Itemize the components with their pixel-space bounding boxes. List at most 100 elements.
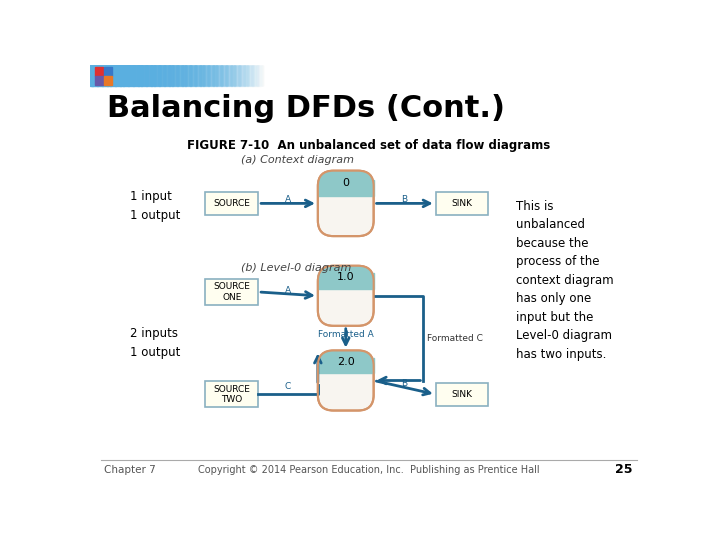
Text: SOURCE
ONE: SOURCE ONE xyxy=(213,282,251,302)
Bar xyxy=(275,65,276,86)
Bar xyxy=(195,65,196,86)
Bar xyxy=(320,65,321,86)
FancyBboxPatch shape xyxy=(318,350,374,410)
Bar xyxy=(179,65,180,86)
Bar xyxy=(272,65,273,86)
Bar xyxy=(335,65,336,86)
Bar xyxy=(110,65,111,86)
Bar xyxy=(200,65,201,86)
Bar xyxy=(210,65,211,86)
Bar xyxy=(315,65,317,86)
Text: 2.0: 2.0 xyxy=(337,357,355,367)
Bar xyxy=(289,65,290,86)
Bar xyxy=(262,65,263,86)
Bar xyxy=(159,65,161,86)
Bar xyxy=(130,65,131,86)
Bar xyxy=(208,65,210,86)
Bar xyxy=(334,65,335,86)
Bar xyxy=(321,65,322,86)
Bar xyxy=(181,65,182,86)
Bar xyxy=(251,65,252,86)
Bar xyxy=(135,65,136,86)
Bar xyxy=(203,65,204,86)
Bar xyxy=(133,65,134,86)
Bar xyxy=(199,65,200,86)
Bar xyxy=(255,65,256,86)
Bar xyxy=(217,65,218,86)
Bar xyxy=(235,65,236,86)
Bar xyxy=(315,65,316,86)
Bar xyxy=(266,65,267,86)
Bar xyxy=(248,65,249,86)
Bar xyxy=(94,76,103,85)
Bar xyxy=(149,65,150,86)
Bar xyxy=(231,65,232,86)
Text: SOURCE: SOURCE xyxy=(213,199,251,208)
Bar xyxy=(138,65,139,86)
Bar xyxy=(190,65,192,86)
Bar xyxy=(301,65,302,86)
Bar xyxy=(100,65,101,86)
Bar xyxy=(230,65,231,86)
Bar xyxy=(260,65,261,86)
Bar xyxy=(121,65,122,86)
Bar xyxy=(161,65,162,86)
Bar xyxy=(205,65,206,86)
Bar xyxy=(185,65,186,86)
Bar xyxy=(291,65,292,86)
Bar xyxy=(103,65,104,86)
Bar xyxy=(229,65,230,86)
Bar xyxy=(277,65,278,86)
Bar xyxy=(288,65,289,86)
Bar xyxy=(190,65,191,86)
Bar xyxy=(167,65,168,86)
Bar xyxy=(115,65,116,86)
Bar xyxy=(240,65,241,86)
Bar xyxy=(312,65,313,86)
Bar xyxy=(127,65,128,86)
Bar xyxy=(249,65,250,86)
Text: B: B xyxy=(402,379,408,388)
Bar xyxy=(276,65,277,86)
Bar xyxy=(91,65,92,86)
Bar xyxy=(108,65,109,86)
Bar xyxy=(205,381,258,408)
Bar xyxy=(143,65,144,86)
Bar xyxy=(137,65,138,86)
Bar xyxy=(269,65,270,86)
Bar xyxy=(253,65,254,86)
Bar xyxy=(92,65,94,86)
FancyBboxPatch shape xyxy=(318,171,374,195)
Bar xyxy=(104,65,105,86)
Bar xyxy=(111,65,112,86)
Bar xyxy=(194,65,195,86)
Bar xyxy=(244,65,245,86)
Bar xyxy=(319,65,320,86)
Bar xyxy=(140,65,141,86)
Bar xyxy=(252,65,253,86)
Bar xyxy=(294,65,295,86)
Bar xyxy=(242,65,243,86)
Bar xyxy=(313,65,314,86)
Bar xyxy=(244,65,245,86)
Bar xyxy=(311,65,312,86)
Bar xyxy=(218,65,219,86)
Bar xyxy=(177,65,178,86)
Bar xyxy=(186,65,187,86)
Bar xyxy=(273,65,274,86)
Bar xyxy=(142,65,143,86)
Bar xyxy=(212,65,213,86)
Bar xyxy=(308,65,309,86)
Bar xyxy=(337,65,338,86)
Bar xyxy=(163,65,165,86)
Text: Formatted A: Formatted A xyxy=(318,330,374,339)
Bar xyxy=(280,65,281,86)
Bar xyxy=(132,65,133,86)
Bar xyxy=(113,65,114,86)
Bar xyxy=(137,65,138,86)
Bar xyxy=(234,65,235,86)
Bar xyxy=(436,383,488,406)
Bar xyxy=(271,65,272,86)
Bar xyxy=(110,65,111,86)
Bar xyxy=(176,65,177,86)
